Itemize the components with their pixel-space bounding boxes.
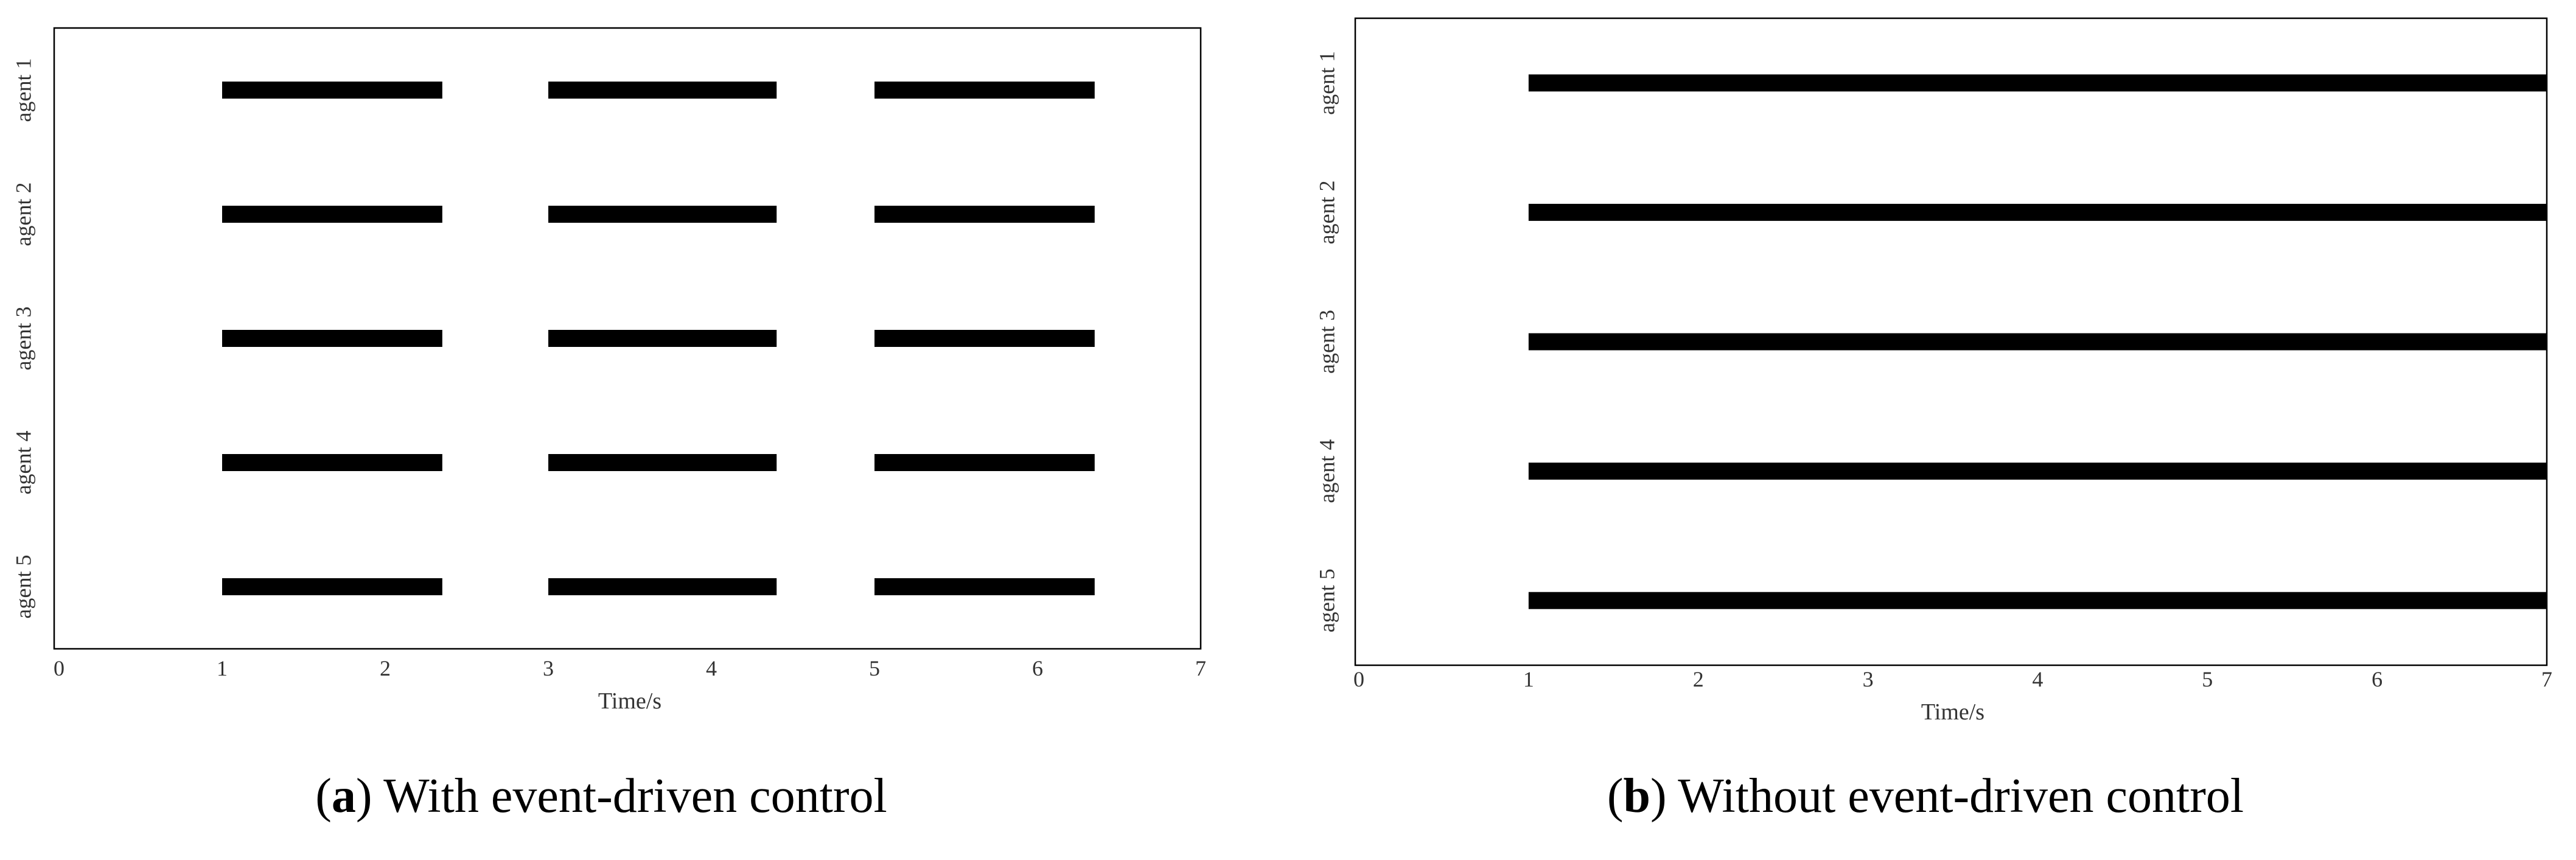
event-bar xyxy=(874,82,1095,99)
x-tick-label: 3 xyxy=(1863,667,1874,691)
event-bar xyxy=(222,330,442,347)
x-tick-label: 5 xyxy=(869,656,880,680)
event-bar xyxy=(222,578,442,595)
x-tick-label: 4 xyxy=(706,656,717,680)
caption-part: ( xyxy=(1607,769,1624,823)
panel: 0 1 2 3 4 5 6 7 Time/s agent 1 agent 2 agent 3 agent… xyxy=(1314,17,2552,823)
agent-label: agent 4 xyxy=(1314,439,1339,503)
agent-label: agent 5 xyxy=(1314,568,1339,632)
x-tick-label: 4 xyxy=(2032,667,2043,691)
event-bar xyxy=(548,206,777,223)
caption: (a) With event-driven control xyxy=(315,769,887,823)
event-bar xyxy=(1528,333,2547,351)
event-bar xyxy=(548,454,777,471)
agent-label: agent 3 xyxy=(1314,310,1339,374)
x-tick-label: 2 xyxy=(380,656,391,680)
agent-label: agent 1 xyxy=(11,58,35,122)
caption-part: ) With event-driven control xyxy=(356,769,887,823)
x-tick-label: 5 xyxy=(2202,667,2213,691)
event-bar xyxy=(874,330,1095,347)
x-tick-label: 7 xyxy=(2541,667,2552,691)
plot-frame xyxy=(53,27,1202,650)
event-bar xyxy=(874,454,1095,471)
panel: 0 1 2 3 4 5 6 7 Time/s agent 1 agent 2 agent 3 agent… xyxy=(11,27,1206,823)
agent-label: agent 5 xyxy=(11,555,35,619)
event-bar xyxy=(222,454,442,471)
caption-part: a xyxy=(332,769,356,823)
event-bar xyxy=(548,330,777,347)
agent-label: agent 2 xyxy=(11,183,35,246)
agent-label: agent 2 xyxy=(1314,180,1339,244)
x-tick-label: 6 xyxy=(1032,656,1043,680)
agent-label: agent 1 xyxy=(1314,51,1339,115)
x-tick-label: 1 xyxy=(1523,667,1534,691)
event-bar xyxy=(222,206,442,223)
agent-label: agent 3 xyxy=(11,307,35,371)
event-bar xyxy=(548,578,777,595)
event-bar xyxy=(1528,203,2547,221)
event-bar xyxy=(548,82,777,99)
x-tick-label: 1 xyxy=(217,656,228,680)
event-bar xyxy=(1528,74,2547,92)
x-tick-label: 3 xyxy=(543,656,554,680)
x-axis-label: Time/s xyxy=(1921,699,1984,725)
event-bar xyxy=(1528,463,2547,480)
x-tick-label: 7 xyxy=(1195,656,1206,680)
x-tick-label: 0 xyxy=(1353,667,1364,691)
event-bar xyxy=(222,82,442,99)
x-axis-label: Time/s xyxy=(598,688,661,714)
agent-label: agent 4 xyxy=(11,431,35,495)
event-bar xyxy=(1528,592,2547,609)
x-tick-label: 0 xyxy=(54,656,65,680)
caption-part: ( xyxy=(315,769,332,823)
x-tick-label: 6 xyxy=(2372,667,2382,691)
event-bar xyxy=(874,578,1095,595)
x-tick-label: 2 xyxy=(1693,667,1704,691)
caption-part: b xyxy=(1624,769,1651,823)
event-bar xyxy=(874,206,1095,223)
caption: (b) Without event-driven control xyxy=(1607,769,2244,823)
caption-part: ) Without event-driven control xyxy=(1650,769,2244,823)
